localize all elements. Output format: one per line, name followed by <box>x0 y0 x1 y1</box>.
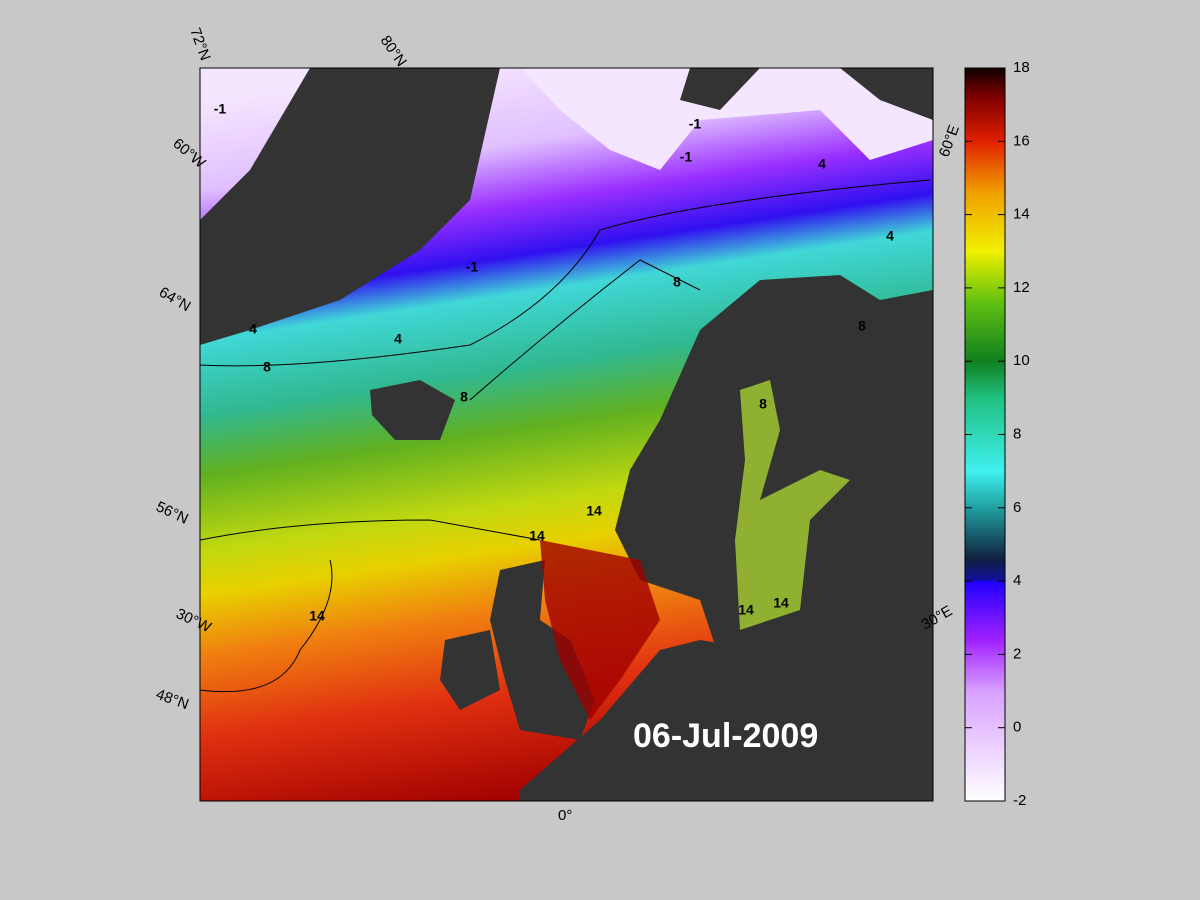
colorbar-tick-label: 4 <box>1013 572 1021 589</box>
graticule-label: 56°N <box>153 498 191 528</box>
colorbar-tick-label: 0 <box>1013 719 1021 736</box>
colorbar-tick-label: 2 <box>1013 645 1021 662</box>
contour-label: 14 <box>738 602 754 618</box>
graticule-label: 80°N <box>377 33 410 70</box>
contour-line <box>200 179 931 693</box>
colorbar-tick-label: 10 <box>1013 352 1030 369</box>
graticule-label: 0° <box>558 807 572 824</box>
contour-label: 14 <box>309 608 325 624</box>
contour-label: 8 <box>460 389 468 405</box>
contour-label: 14 <box>529 528 545 544</box>
colorbar-tick-label: 6 <box>1013 499 1021 516</box>
contour-label: 8 <box>263 359 271 375</box>
colorbar-tick-label: -2 <box>1013 792 1026 809</box>
iceland <box>370 380 455 440</box>
map-frame <box>199 67 934 802</box>
date-label: 06-Jul-2009 <box>633 717 818 755</box>
contour-label: 8 <box>858 318 866 334</box>
contour-label: -1 <box>680 149 693 165</box>
contour-label: -1 <box>466 259 479 275</box>
contour-label: 14 <box>586 503 602 519</box>
contour-label: -1 <box>689 116 702 132</box>
graticule-label: 64°N <box>156 284 194 315</box>
graticule-label: 72°N <box>186 26 213 63</box>
ireland <box>440 630 500 710</box>
contour-label: 4 <box>818 156 826 172</box>
contour-label: 4 <box>394 331 402 347</box>
greenland <box>200 68 500 345</box>
contour-label: 4 <box>886 228 894 244</box>
colorbar-tick-label: 18 <box>1013 59 1030 76</box>
north-sea <box>540 540 660 720</box>
graticule-label: 60°E <box>936 123 963 160</box>
graticule-label: 48°N <box>154 686 191 713</box>
map <box>200 68 933 801</box>
colorbar-tick-label: 16 <box>1013 132 1030 149</box>
great-britain <box>490 560 595 740</box>
baltic-sea <box>735 380 850 630</box>
contour-label: 14 <box>773 595 789 611</box>
continental-europe <box>520 640 933 801</box>
contour-label: 8 <box>759 396 767 412</box>
colorbar-tick-label: 14 <box>1013 206 1030 223</box>
contour-label: 8 <box>673 274 681 290</box>
svalbard <box>680 68 933 120</box>
contour-label: 4 <box>249 321 257 337</box>
colorbar-tick-label: 8 <box>1013 425 1021 442</box>
contour-label: -1 <box>214 101 227 117</box>
arctic-ice <box>520 68 933 170</box>
colorbar-tick-label: 12 <box>1013 279 1030 296</box>
